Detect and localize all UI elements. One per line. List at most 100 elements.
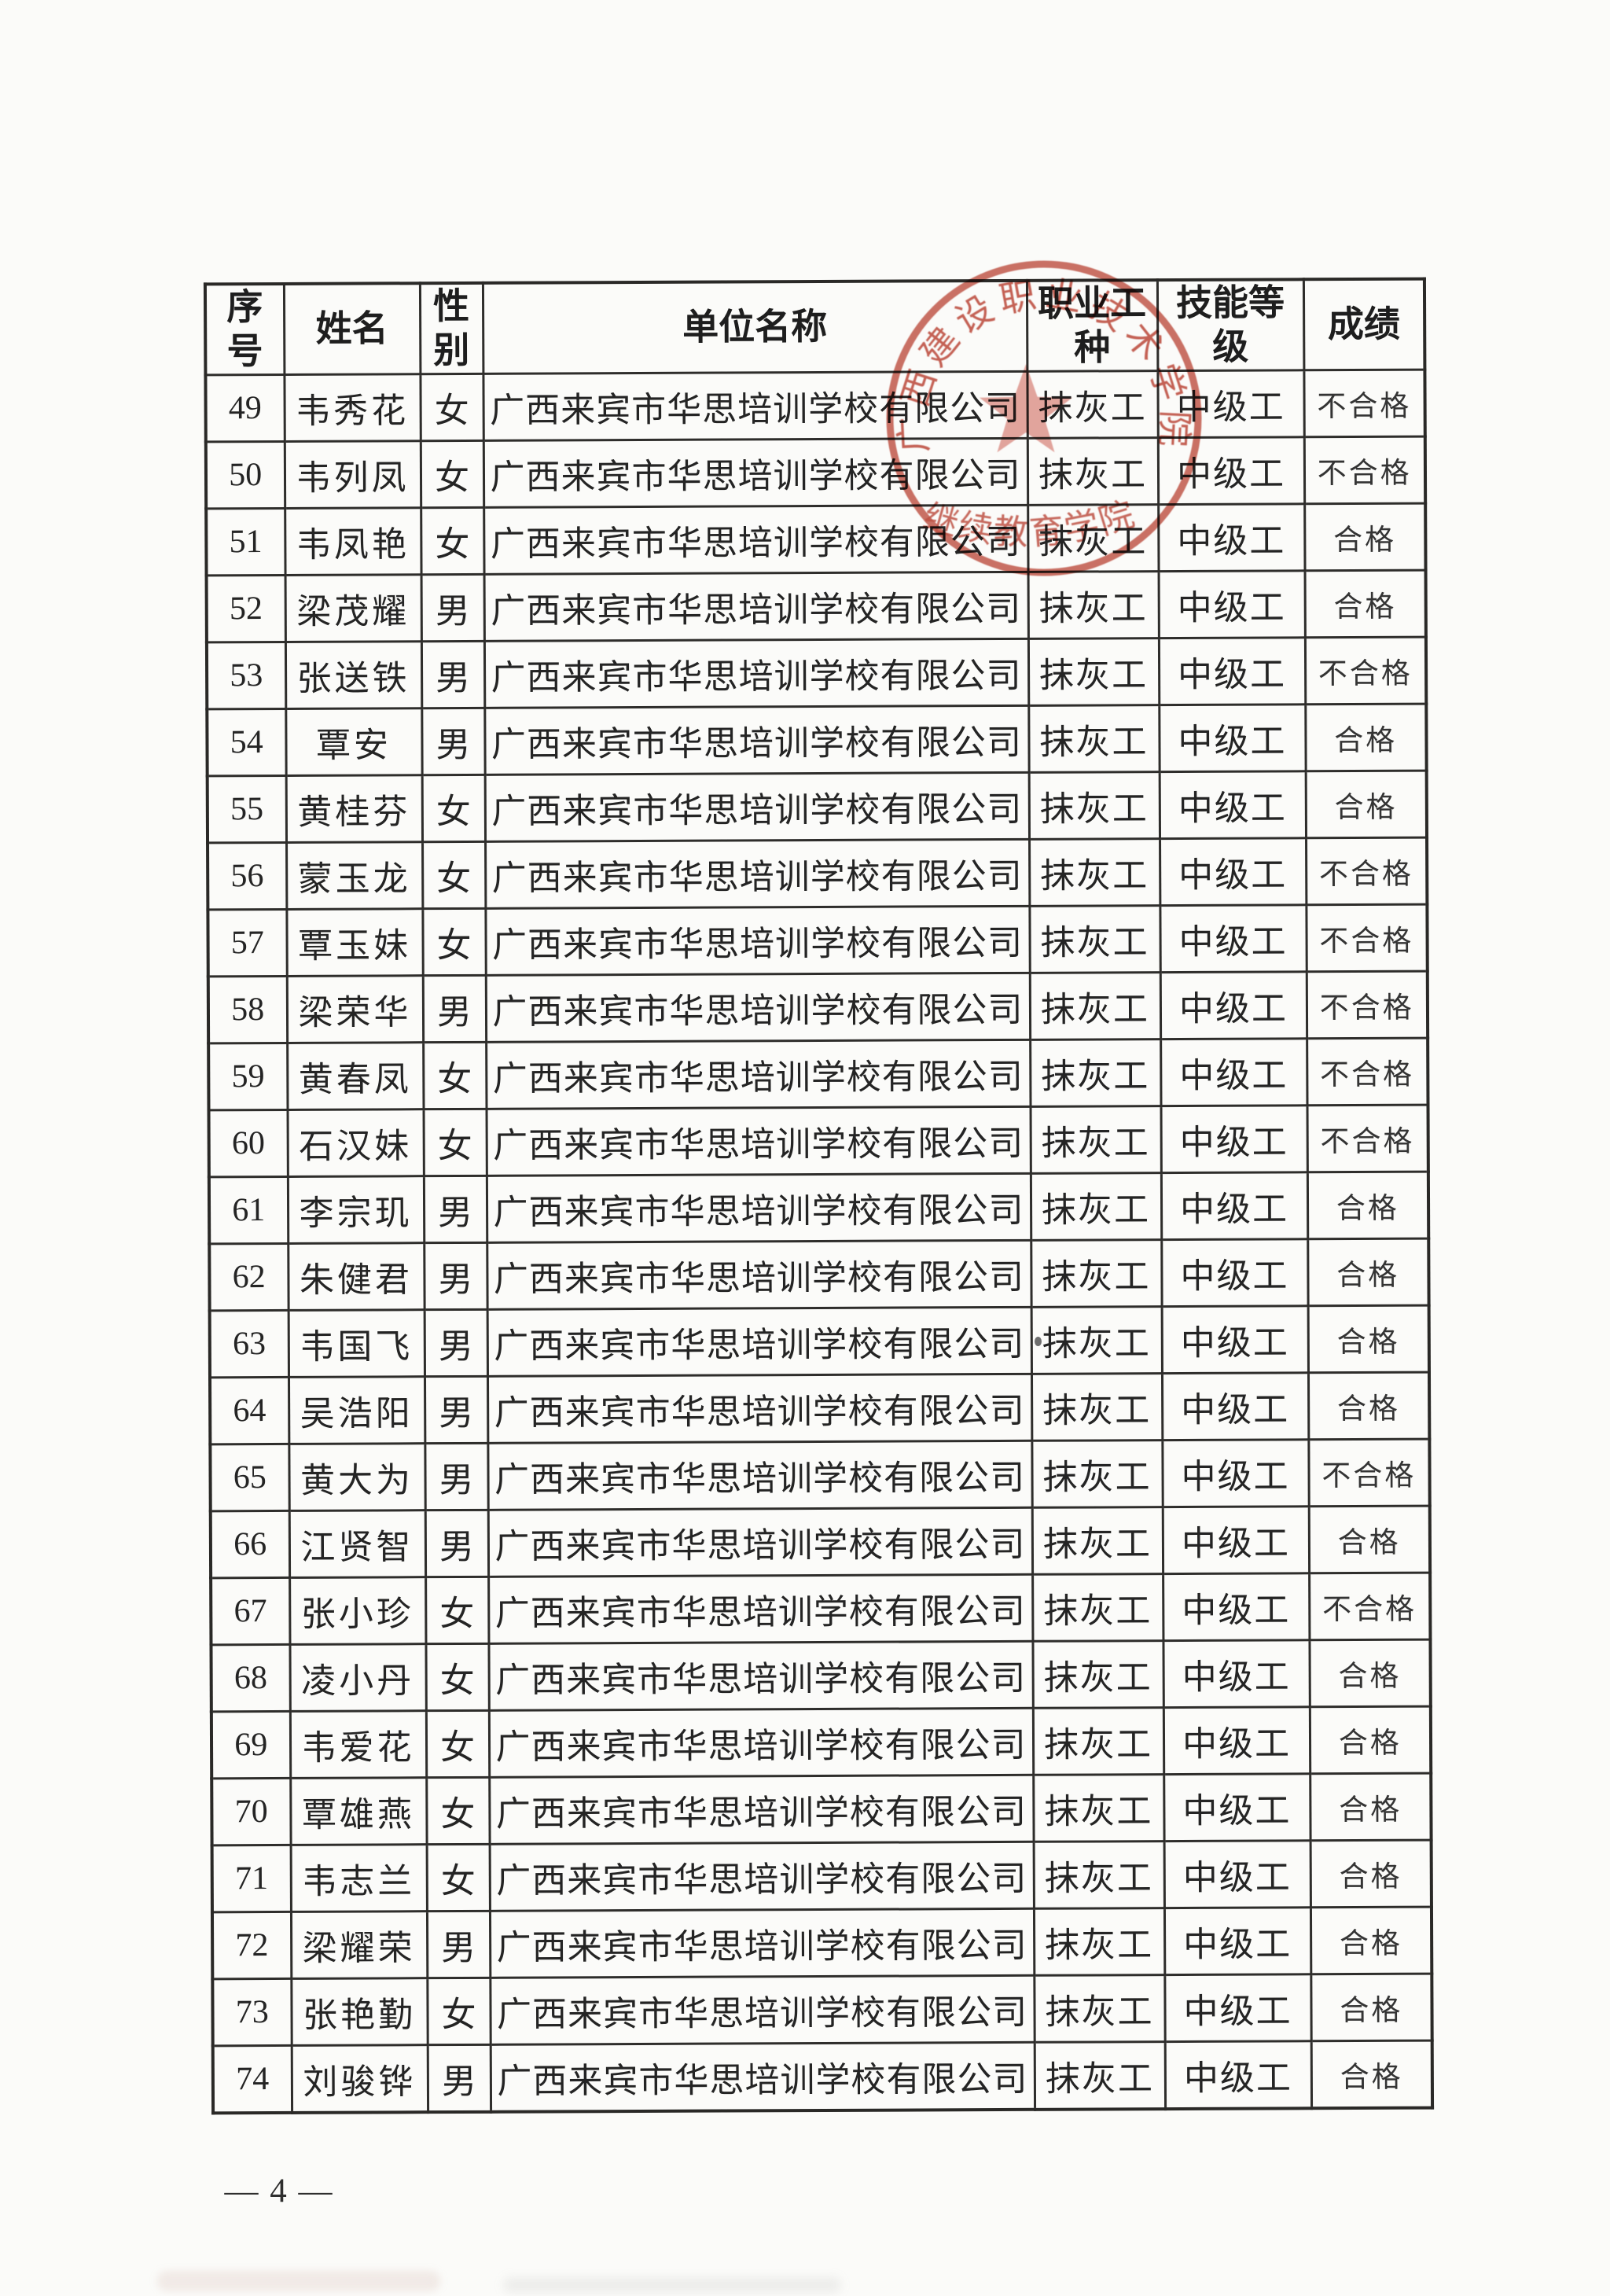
cell-gender: 男 — [421, 574, 484, 642]
cell-no: 60 — [208, 1109, 288, 1178]
cell-company: 广西来宾市华思培训学校有限公司 — [485, 839, 1030, 909]
cell-no: 49 — [205, 374, 285, 443]
cell-occupation: 抹灰工 — [1031, 1373, 1163, 1441]
cell-no: 52 — [206, 575, 285, 643]
cell-occupation: 抹灰工 — [1027, 504, 1159, 572]
cell-occupation: 抹灰工 — [1027, 638, 1160, 706]
cell-level: 中级工 — [1164, 1974, 1311, 2042]
cell-name: 黄春凤 — [287, 1042, 424, 1110]
cell-occupation: 抹灰工 — [1030, 1172, 1162, 1241]
cell-name: 刘骏铧 — [291, 2044, 428, 2114]
cell-occupation: 抹灰工 — [1033, 1774, 1164, 1842]
cell-gender: 女 — [425, 1710, 490, 1778]
cell-company: 广西来宾市华思培训学校有限公司 — [488, 1574, 1033, 1644]
cell-name: 张艳勤 — [291, 1978, 428, 2046]
cell-gender: 男 — [424, 1376, 488, 1444]
cell-company: 广西来宾市华思培训学校有限公司 — [487, 1240, 1031, 1310]
cell-occupation: 抹灰工 — [1031, 1440, 1163, 1508]
table-row: 74 刘骏铧男广西来宾市华思培训学校有限公司 抹灰工 中级工 合格 — [212, 2040, 1433, 2114]
table-row: 73 张艳勤女广西来宾市华思培训学校有限公司 抹灰工 中级工 合格 — [212, 1974, 1432, 2047]
cell-name: 梁茂耀 — [285, 574, 421, 642]
cell-no: 66 — [210, 1510, 290, 1579]
cell-company: 广西来宾市华思培训学校有限公司 — [488, 1641, 1033, 1711]
table-row: 70 覃雄燕女广西来宾市华思培训学校有限公司 抹灰工 中级工 合格 — [211, 1773, 1432, 1846]
table-row: 62 朱健君男广西来宾市华思培训学校有限公司 抹灰工 中级工 合格 — [209, 1238, 1429, 1312]
cell-score: 合格 — [1307, 1172, 1429, 1240]
cell-no: 64 — [210, 1377, 289, 1445]
cell-score: 合格 — [1310, 1840, 1432, 1908]
cell-name: 韦凤艳 — [285, 507, 421, 576]
cell-name: 梁荣华 — [286, 975, 424, 1043]
cell-score: 合格 — [1304, 570, 1426, 638]
cell-name: 吴浩阳 — [288, 1376, 425, 1444]
cell-occupation: 抹灰工 — [1034, 2041, 1166, 2110]
cell-company: 广西来宾市华思培训学校有限公司 — [490, 2042, 1035, 2113]
cell-name: 蒙玉龙 — [286, 841, 423, 910]
cell-gender: 男 — [424, 1242, 487, 1310]
cell-company: 广西来宾市华思培训学校有限公司 — [484, 705, 1029, 775]
cell-gender: 男 — [425, 1510, 489, 1577]
cell-name: 凌小丹 — [289, 1643, 426, 1712]
cell-score: 合格 — [1310, 1907, 1432, 1974]
cell-no: 70 — [211, 1778, 291, 1846]
cell-gender: 女 — [426, 1844, 490, 1911]
cell-no: 53 — [206, 642, 286, 710]
table-row: 53 张送铁男广西来宾市华思培训学校有限公司 抹灰工 中级工 不合格 — [206, 637, 1427, 710]
cell-no: 71 — [211, 1845, 291, 1913]
cell-name: 黄大为 — [289, 1443, 425, 1511]
cell-occupation: 抹灰工 — [1031, 1239, 1162, 1308]
table-row: 64 吴浩阳男广西来宾市华思培训学校有限公司 抹灰工 中级工 合格 — [210, 1372, 1430, 1445]
cell-level: 中级工 — [1163, 1840, 1310, 1908]
cell-level: 中级工 — [1162, 1440, 1309, 1507]
cell-gender: 女 — [423, 1042, 487, 1109]
cell-no: 58 — [208, 976, 288, 1044]
col-header-no: 序号 — [204, 283, 285, 376]
table-row: 51 韦凤艳女广西来宾市华思培训学校有限公司 抹灰工 中级工 合格 — [206, 503, 1426, 576]
cell-score: 合格 — [1307, 1372, 1430, 1441]
cell-occupation: 抹灰工 — [1031, 1507, 1163, 1575]
cell-name: 李宗玑 — [287, 1176, 425, 1244]
cell-name: 覃玉妹 — [286, 908, 423, 977]
cell-occupation: 抹灰工 — [1027, 571, 1159, 639]
cell-score: 不合格 — [1307, 1105, 1428, 1173]
cell-occupation: 抹灰工 — [1033, 1908, 1165, 1976]
table-row: 69 韦爱花女广西来宾市华思培训学校有限公司 抹灰工 中级工 合格 — [211, 1706, 1432, 1779]
cell-no: 59 — [208, 1043, 288, 1111]
cell-company: 广西来宾市华思培训学校有限公司 — [487, 1507, 1033, 1577]
cell-gender: 男 — [421, 641, 485, 708]
cell-no: 61 — [208, 1176, 289, 1245]
cell-company: 广西来宾市华思培训学校有限公司 — [486, 1173, 1031, 1243]
cell-gender: 男 — [425, 1443, 488, 1510]
table-row: 58 梁荣华男广西来宾市华思培训学校有限公司 抹灰工 中级工 不合格 — [208, 971, 1428, 1044]
cell-name: 韦列凤 — [284, 440, 421, 509]
cell-gender: 男 — [426, 1911, 491, 1978]
cell-occupation: 抹灰工 — [1031, 1306, 1162, 1374]
cell-gender: 女 — [420, 440, 484, 508]
cell-occupation: 抹灰工 — [1029, 838, 1160, 907]
cell-occupation: 抹灰工 — [1034, 1974, 1165, 2043]
cell-level: 中级工 — [1163, 1640, 1310, 1708]
cell-company: 广西来宾市华思培训学校有限公司 — [483, 371, 1027, 441]
table-row: 56 蒙玉龙女广西来宾市华思培训学校有限公司 抹灰工 中级工 不合格 — [208, 837, 1428, 911]
cell-level: 中级工 — [1159, 771, 1307, 839]
cell-no: 55 — [207, 775, 287, 844]
cell-name: 张小珍 — [289, 1577, 426, 1645]
cell-level: 中级工 — [1157, 370, 1304, 438]
cell-score: 合格 — [1309, 1639, 1431, 1708]
cell-level: 中级工 — [1160, 1039, 1307, 1106]
cell-occupation: 抹灰工 — [1032, 1640, 1163, 1709]
cell-name: 韦秀花 — [284, 373, 421, 442]
cell-level: 中级工 — [1163, 1907, 1311, 1975]
cell-company: 广西来宾市华思培训学校有限公司 — [486, 1039, 1031, 1109]
cell-no: 67 — [211, 1577, 290, 1646]
col-header-score: 成绩 — [1303, 278, 1425, 371]
cell-score: 合格 — [1308, 1506, 1431, 1574]
cell-level: 中级工 — [1160, 972, 1307, 1039]
cell-gender: 女 — [425, 1643, 489, 1711]
cell-occupation: 抹灰工 — [1029, 972, 1161, 1040]
table-row: 68 凌小丹女广西来宾市华思培训学校有限公司 抹灰工 中级工 合格 — [211, 1639, 1431, 1713]
cell-gender: 女 — [421, 775, 486, 842]
cell-occupation: 抹灰工 — [1029, 905, 1160, 973]
cell-gender: 男 — [427, 2044, 491, 2113]
